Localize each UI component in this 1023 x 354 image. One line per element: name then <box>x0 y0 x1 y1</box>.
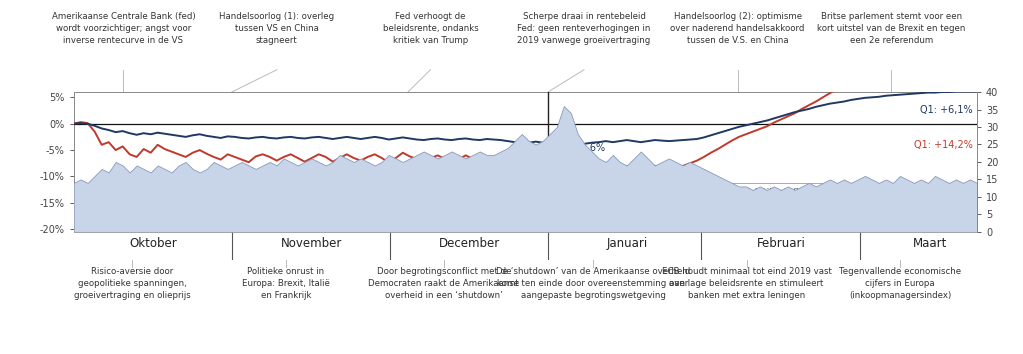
Text: Maart: Maart <box>913 237 947 250</box>
Text: De ‘shutdown’ van de Amerikaanse overheid
komt ten einde door overeenstemming ov: De ‘shutdown’ van de Amerikaanse overhei… <box>496 267 691 300</box>
Text: Tegenvallende economische
cijfers in Europa
(inkoopmanagersindex): Tegenvallende economische cijfers in Eur… <box>839 267 962 300</box>
Text: November: November <box>280 237 342 250</box>
Text: Bron: Oyens & Van Eeghen, Bloomberg: Bron: Oyens & Van Eeghen, Bloomberg <box>83 216 259 225</box>
Text: Q4: -11,2%: Q4: -11,2% <box>416 179 472 189</box>
Text: Q4: -4,6%: Q4: -4,6% <box>557 143 605 153</box>
Text: Politieke onrust in
Europa: Brexit, Italië
en Frankrijk: Politieke onrust in Europa: Brexit, Ital… <box>242 267 329 300</box>
Text: Handelsoorlog (1): overleg
tussen VS en China
stagneert: Handelsoorlog (1): overleg tussen VS en … <box>219 12 335 45</box>
Text: Door begrotingsconflict met de
Democraten raakt de Amerikaanse
overheid in een ‘: Door begrotingsconflict met de Democrate… <box>368 267 520 300</box>
Text: Risico-aversie door
geopolitieke spanningen,
groeivertraging en olieprijs: Risico-aversie door geopolitieke spannin… <box>74 267 190 300</box>
Text: Britse parlement stemt voor een
kort uitstel van de Brexit en tegen
een 2e refer: Britse parlement stemt voor een kort uit… <box>817 12 966 45</box>
Text: Handelsoorlog (2): optimisme
over naderend handelsakkoord
tussen de V.S. en Chin: Handelsoorlog (2): optimisme over nadere… <box>670 12 805 45</box>
Text: Scherpe draai in rentebeleid
Fed: geen renteverhogingen in
2019 vanwege groeiver: Scherpe draai in rentebeleid Fed: geen r… <box>518 12 651 45</box>
Text: Q1: +14,2%: Q1: +14,2% <box>914 140 973 150</box>
Text: December: December <box>439 237 500 250</box>
Text: Januari: Januari <box>607 237 648 250</box>
Legend: Volatiliteit (VIX Index, R-as), Wereldwijde Aandelen (L-as in €), Wereldwijde Ho: Volatiliteit (VIX Index, R-as), Wereldwi… <box>714 183 968 224</box>
Text: Q1: +6,1%: Q1: +6,1% <box>920 104 973 114</box>
Text: ECB houdt minimaal tot eind 2019 vast
aan lage beleidsrente en stimuleert
banken: ECB houdt minimaal tot eind 2019 vast aa… <box>662 267 832 300</box>
Text: Februari: Februari <box>757 237 805 250</box>
Text: Amerikaanse Centrale Bank (fed)
wordt voorzichtiger; angst voor
inverse rentecur: Amerikaanse Centrale Bank (fed) wordt vo… <box>51 12 195 45</box>
Text: Oktober: Oktober <box>129 237 177 250</box>
Text: Fed verhoogt de
beleidsrente, ondanks
kritiek van Trump: Fed verhoogt de beleidsrente, ondanks kr… <box>383 12 479 45</box>
